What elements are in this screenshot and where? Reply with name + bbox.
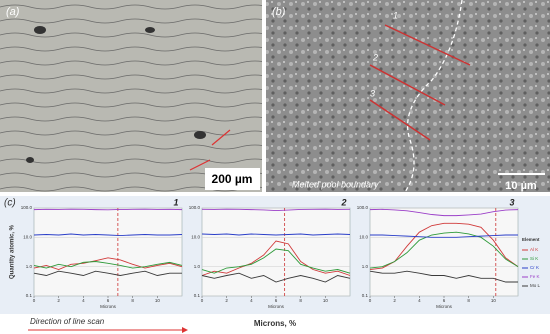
arrow: [189, 159, 211, 171]
scan-line: [369, 99, 431, 141]
series-line: [33, 208, 183, 211]
x-axis-label: Microns, %: [254, 319, 296, 328]
scan-label: 1: [393, 10, 398, 20]
scale-bar: 200 µm: [212, 172, 253, 186]
x-tick-label: 10: [491, 298, 497, 303]
pore: [145, 27, 155, 33]
x-tick-label: 4: [250, 298, 253, 303]
y-axis-label: Quantity atomic, %: [10, 224, 16, 279]
y-tick-label: 0.1: [26, 293, 33, 298]
y-tick-label: 0.1: [194, 293, 201, 298]
x-tick-label: 6: [107, 298, 110, 303]
series-line: [201, 208, 351, 211]
x-label: Microns: [436, 304, 453, 309]
pore: [194, 131, 206, 139]
y-tick-label: 10.0: [359, 235, 368, 240]
series-line: [201, 248, 351, 274]
plot-area: [369, 207, 519, 297]
legend-label: Si K: [530, 256, 538, 261]
y-tick-label: 10.0: [191, 235, 200, 240]
series-line: [33, 261, 183, 269]
scan-label: 2: [372, 52, 378, 62]
plot-area: [201, 207, 351, 297]
y-tick-label: 100.0: [21, 205, 33, 210]
x-tick-label: 0: [201, 298, 204, 303]
y-tick-label: 1.0: [26, 264, 33, 269]
x-tick-label: 0: [369, 298, 372, 303]
legend-label: Fe K: [530, 274, 540, 279]
panel-label: (a): [6, 6, 20, 18]
scale-bar: 10 µm: [505, 180, 537, 192]
x-tick-label: 10: [323, 298, 329, 303]
x-tick-label: 6: [275, 298, 278, 303]
x-label: Microns: [268, 304, 285, 309]
chart-number: 2: [340, 197, 346, 207]
x-tick-label: 2: [225, 298, 228, 303]
x-tick-label: 8: [299, 298, 302, 303]
series-line: [33, 257, 183, 270]
pore: [34, 26, 46, 34]
series-line: [369, 270, 518, 283]
x-tick-label: 8: [467, 298, 470, 303]
scan-line: [384, 24, 471, 66]
y-tick-label: 100.0: [189, 205, 201, 210]
legend-label: Mo L: [530, 283, 541, 288]
series-line: [201, 272, 351, 283]
x-tick-label: 10: [155, 298, 161, 303]
x-tick-label: 4: [418, 298, 421, 303]
series-line: [201, 240, 351, 276]
chart-number: 3: [509, 197, 514, 207]
plot-area: [33, 207, 183, 297]
panel-label: (b): [272, 6, 286, 18]
legend-label: Al K: [530, 247, 538, 252]
x-label: Microns: [100, 304, 117, 309]
legend-title: Element: [522, 237, 540, 242]
boundary-label: Melted pool boundary: [292, 179, 379, 189]
series-line: [201, 233, 351, 236]
series-line: [369, 231, 519, 269]
y-tick-label: 10.0: [23, 235, 32, 240]
y-tick-label: 1.0: [362, 264, 369, 269]
scan-line: [369, 64, 446, 106]
series-line: [33, 270, 182, 276]
series-line: [370, 234, 518, 238]
y-tick-label: 1.0: [194, 264, 201, 269]
x-tick-label: 2: [393, 298, 396, 303]
panel-b: 1 2 3 (b) Melted pool boundary 10 µm: [266, 0, 550, 193]
panel-label: (c): [4, 198, 16, 209]
pore: [26, 157, 34, 163]
micrograph-b: [266, 0, 550, 192]
x-tick-label: 0: [33, 298, 36, 303]
y-tick-label: 0.1: [362, 293, 369, 298]
x-tick-label: 4: [82, 298, 85, 303]
scale-box: [205, 168, 260, 190]
series-line: [369, 208, 519, 217]
scan-direction: Direction of line scan: [30, 317, 105, 326]
arrow-head: [182, 327, 188, 333]
chart-number: 1: [173, 197, 178, 207]
arrow: [211, 129, 231, 146]
legend-label: Cr K: [530, 265, 539, 270]
scan-label: 3: [370, 88, 375, 98]
x-tick-label: 8: [131, 298, 134, 303]
series-line: [33, 233, 183, 237]
x-tick-label: 6: [443, 298, 446, 303]
x-tick-label: 2: [57, 298, 60, 303]
y-tick-label: 100.0: [357, 205, 369, 210]
panel-a: (a) 200 µm: [0, 0, 262, 192]
